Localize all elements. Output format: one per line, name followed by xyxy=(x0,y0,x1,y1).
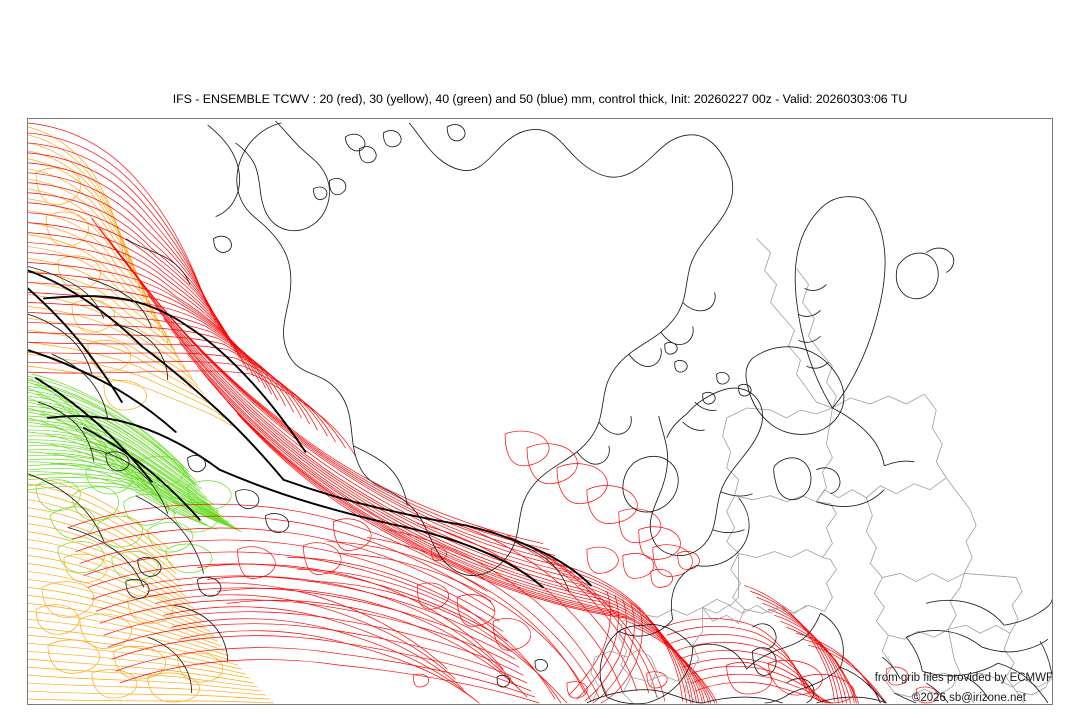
control-run-contours xyxy=(28,269,592,589)
map-canvas[interactable] xyxy=(27,118,1053,705)
country-borders xyxy=(590,238,1052,704)
map-svg xyxy=(28,120,1052,704)
copyright-attribution: ©2026 sb@irizone.net xyxy=(911,692,1026,704)
contour-group-20mm-red xyxy=(28,122,939,704)
page-title: IFS - ENSEMBLE TCWV : 20 (red), 30 (yell… xyxy=(172,92,908,106)
contour-group-40mm-green xyxy=(28,373,242,582)
source-attribution: from grib files provided by ECMWF xyxy=(874,672,1053,684)
coastlines xyxy=(28,120,1052,704)
